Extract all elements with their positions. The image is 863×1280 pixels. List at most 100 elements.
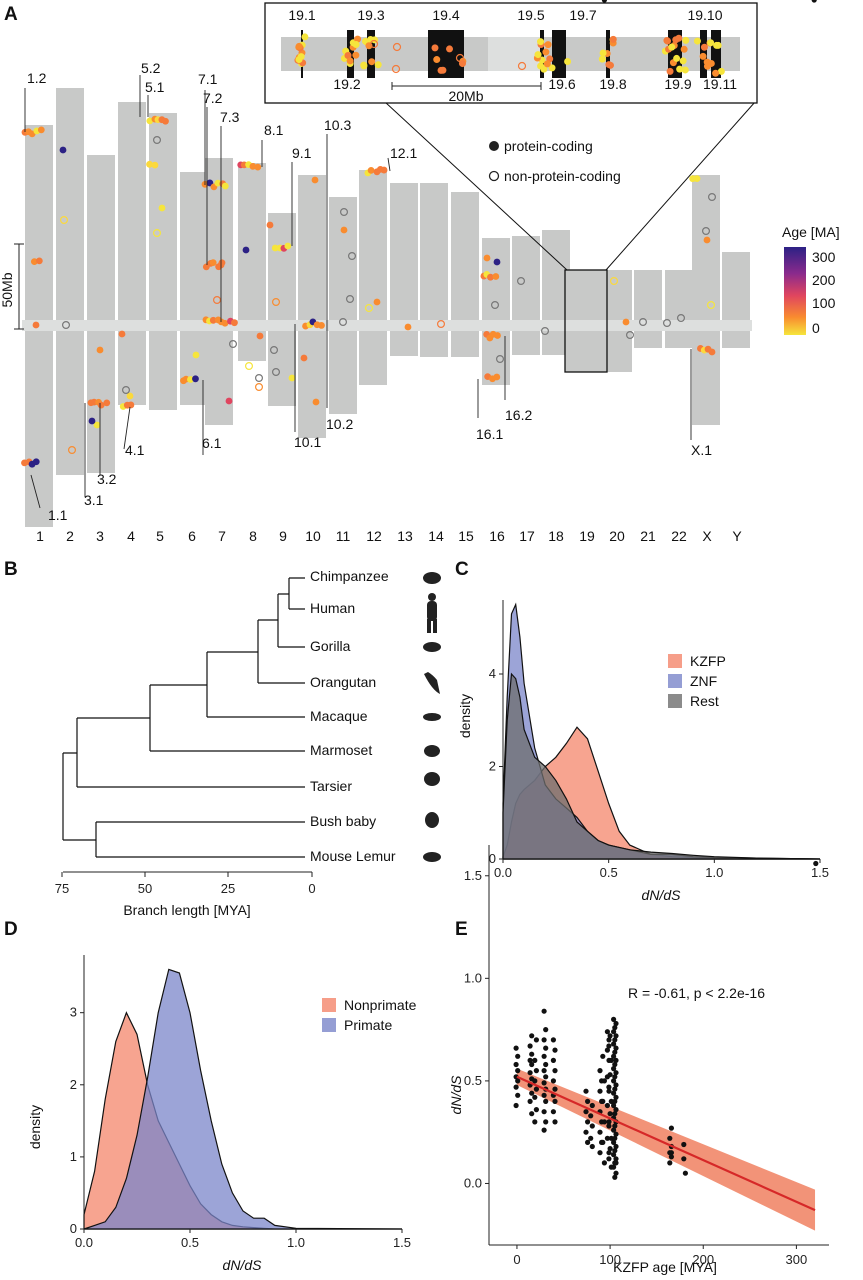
gene-dot: [493, 258, 501, 266]
data-point: [613, 1143, 619, 1150]
cluster-label-1-2: 1.2: [27, 70, 47, 86]
inset-label-19-2: 19.2: [333, 76, 360, 92]
tree-branch-orangutan: [257, 619, 305, 684]
chromosome-label-6: 6: [188, 528, 196, 544]
cluster-bar: [552, 30, 566, 78]
data-point: [612, 1025, 618, 1031]
gene-dot: [340, 226, 348, 234]
data-point: [611, 1029, 617, 1035]
data-point: [541, 1080, 547, 1086]
inset-gene-dot: [344, 52, 352, 60]
x-tick-label: 0.0: [494, 865, 512, 880]
data-point: [597, 1088, 603, 1094]
data-point: [607, 1146, 613, 1152]
gene-dot: [272, 368, 281, 377]
inset-gene-dot: [681, 66, 689, 74]
gene-dot: [288, 374, 296, 382]
gene-dot: [32, 321, 40, 329]
inset-gene-dot: [295, 42, 303, 50]
inset-gene-dot: [391, 64, 401, 74]
gene-dot: [348, 252, 357, 261]
tree-branch-marmoset: [149, 684, 305, 752]
gene-dot: [494, 332, 501, 339]
data-point: [607, 1033, 613, 1039]
data-point: [585, 1119, 591, 1125]
x-tick-label: 300: [786, 1252, 808, 1267]
gene-dot: [242, 246, 250, 254]
gene-dot: [622, 318, 630, 326]
gene-dot: [365, 304, 374, 313]
cluster-label-7-3: 7.3: [220, 109, 240, 125]
data-point: [552, 1119, 558, 1125]
colorbar-tick-0: 0: [812, 320, 820, 336]
inset-scale-label: 20Mb: [448, 88, 483, 104]
data-point: [613, 1033, 619, 1039]
marmoset-icon: [424, 745, 440, 757]
data-point: [612, 1123, 618, 1129]
inset-gene-dot: [431, 44, 439, 52]
tree-branch-macaque: [206, 651, 305, 718]
chromosome-label-11: 11: [336, 528, 351, 544]
cluster-label-16-1: 16.1: [476, 426, 503, 442]
data-point: [612, 1037, 618, 1043]
data-point: [533, 1086, 540, 1092]
density-rest: [502, 672, 821, 860]
data-point: [543, 1074, 549, 1080]
data-point: [529, 1051, 535, 1057]
inset-gene-dot: [369, 39, 379, 49]
data-point: [682, 1170, 689, 1176]
gene-dot: [255, 383, 264, 392]
inset-gene-dot: [598, 55, 606, 63]
gene-dot: [59, 146, 67, 154]
tree-tick-label-50: 50: [138, 881, 152, 896]
data-point: [541, 1037, 547, 1043]
colorbar-tick-100: 100: [812, 295, 836, 311]
data-point: [527, 1057, 533, 1063]
data-point: [606, 1150, 612, 1156]
data-point: [612, 1135, 618, 1141]
colorbar-gradient: [784, 247, 806, 335]
inset-label-19-5: 19.5: [517, 7, 544, 23]
chromosome-10: [298, 175, 326, 438]
gene-dot: [437, 320, 446, 329]
gene-dot: [59, 216, 68, 225]
data-point: [513, 1102, 519, 1109]
species-label-marmoset: Marmoset: [310, 742, 372, 758]
gene-dot: [706, 301, 715, 310]
gene-dot: [67, 446, 76, 455]
data-point: [601, 0, 607, 3]
data-point: [667, 1160, 673, 1166]
y-tick-label: 0: [70, 1221, 77, 1236]
inset-label-19-7: 19.7: [569, 7, 596, 23]
chart-e-x-title: KZFP age [MYA]: [613, 1259, 717, 1275]
data-point: [604, 1102, 611, 1109]
cluster-label-10-1: 10.1: [294, 434, 321, 450]
gene-dot: [146, 160, 153, 168]
data-point: [585, 1098, 591, 1104]
data-point: [668, 1154, 675, 1160]
inset-gene-dot: [664, 37, 672, 45]
cluster-label-16-2: 16.2: [505, 407, 532, 423]
tree-root: [62, 752, 96, 841]
coding-legend: protein-coding non-protein-coding: [488, 138, 621, 184]
inset-gene-dot: [433, 56, 441, 64]
data-point: [813, 860, 819, 867]
data-point: [588, 1113, 594, 1119]
gene-dot: [487, 273, 494, 281]
gene-dot: [187, 376, 194, 383]
x-tick-label: 1.5: [393, 1235, 411, 1250]
chromosome-label-17: 17: [519, 528, 535, 544]
gene-dot: [213, 296, 222, 305]
data-point: [515, 1078, 521, 1084]
chromosome-label-7: 7: [218, 528, 226, 544]
data-point: [611, 1139, 617, 1145]
cluster-label-7-2: 7.2: [203, 90, 223, 106]
gene-dot: [32, 458, 40, 466]
panel-c-label: C: [455, 559, 469, 580]
chimpanzee-icon: [423, 572, 441, 584]
legend-swatch-kzfp: [668, 654, 682, 668]
x-tick-label: 100: [599, 1252, 621, 1267]
legend-swatch-znf: [668, 674, 682, 688]
cluster-label-10-2: 10.2: [326, 416, 353, 432]
gene-dot: [373, 298, 381, 306]
